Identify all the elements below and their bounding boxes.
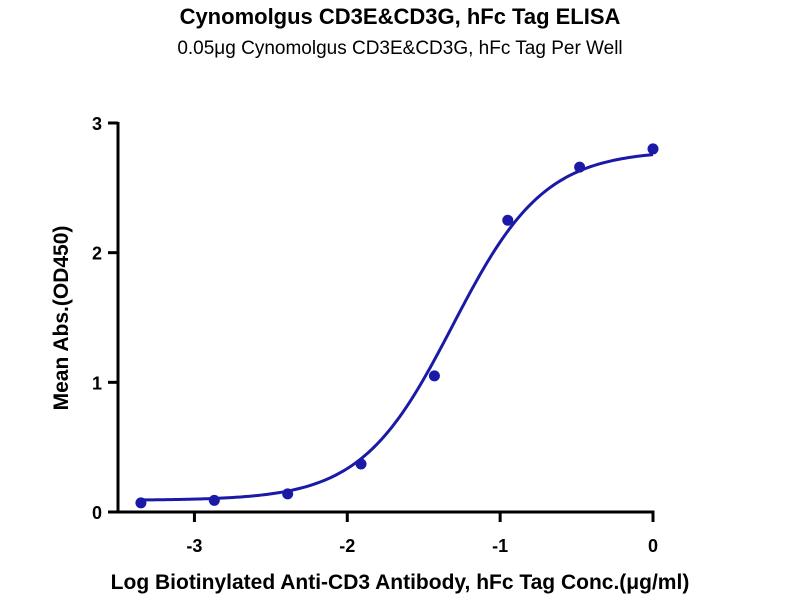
x-axis-label: Log Biotinylated Anti-CD3 Antibody, hFc … (111, 571, 690, 594)
data-point (355, 458, 367, 470)
axes: 0 1 2 3 -3 -2 -1 0 (92, 114, 658, 556)
data-point (647, 143, 659, 155)
y-tick-label: 3 (92, 114, 102, 134)
data-point (502, 214, 514, 226)
x-tick-label: -3 (186, 536, 202, 556)
y-axis-label: Mean Abs.(OD450) (50, 226, 73, 411)
data-points-layer (135, 143, 659, 509)
y-tick-label: 2 (92, 244, 102, 264)
data-point (208, 494, 220, 506)
data-point (135, 497, 147, 509)
fit-curve (140, 153, 654, 502)
data-point (428, 370, 440, 382)
x-tick-label: -1 (492, 536, 508, 556)
y-tick-label: 1 (92, 373, 102, 393)
y-tick-label: 0 (92, 503, 102, 523)
x-tick-label: -2 (339, 536, 355, 556)
chart-title: Cynomolgus CD3E&CD3G, hFc Tag ELISA (179, 4, 621, 29)
data-point (282, 488, 294, 500)
data-point (574, 161, 586, 173)
fit-curve-layer (140, 153, 654, 502)
x-tick-label: 0 (648, 536, 658, 556)
chart-subtitle: 0.05μg Cynomolgus CD3E&CD3G, hFc Tag Per… (177, 38, 623, 59)
